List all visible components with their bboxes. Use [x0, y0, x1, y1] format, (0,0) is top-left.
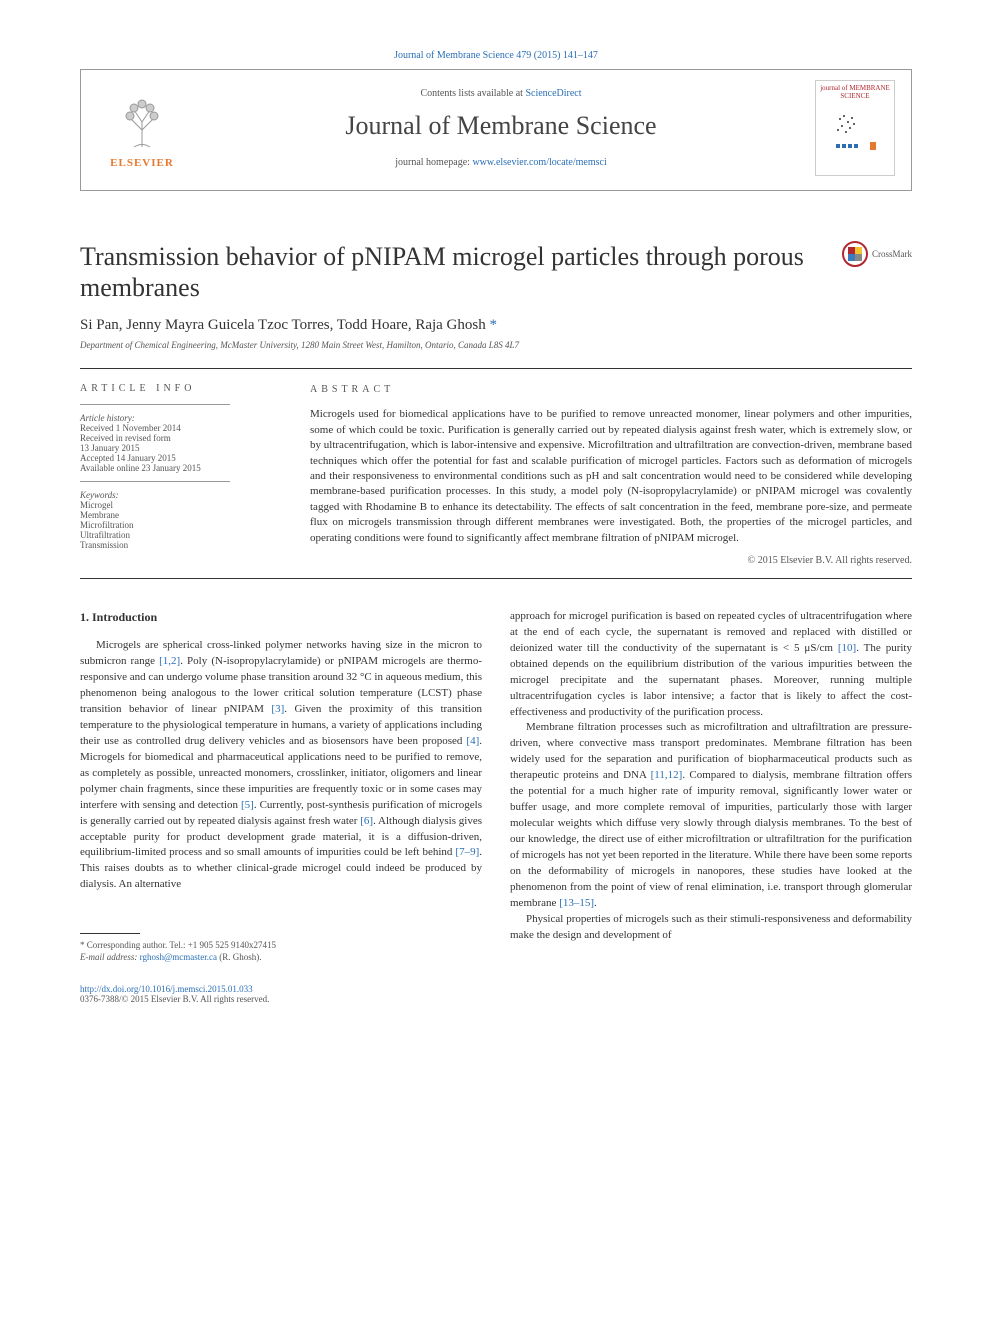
- history-label: Article history:: [80, 413, 280, 423]
- body-columns: 1. Introduction Microgels are spherical …: [80, 609, 912, 964]
- crossmark-icon: [842, 241, 868, 267]
- citation-link[interactable]: [11,12]: [651, 769, 683, 781]
- body-paragraph: approach for microgel purification is ba…: [510, 609, 912, 721]
- journal-name: Journal of Membrane Science: [197, 111, 805, 141]
- authors: Si Pan, Jenny Mayra Guicela Tzoc Torres,…: [80, 317, 912, 334]
- email-link[interactable]: rghosh@mcmaster.ca: [140, 952, 217, 962]
- body-text: Physical properties of microgels such as…: [510, 913, 912, 941]
- sciencedirect-link[interactable]: ScienceDirect: [525, 88, 581, 99]
- keyword: Transmission: [80, 540, 280, 550]
- body-text: .: [594, 897, 597, 909]
- rule-top: [80, 368, 912, 369]
- corr-author-line: * Corresponding author. Tel.: +1 905 525…: [80, 940, 482, 952]
- email-label: E-mail address:: [80, 952, 140, 962]
- history-line: Accepted 14 January 2015: [80, 453, 280, 463]
- keywords-label: Keywords:: [80, 490, 280, 500]
- citation-link[interactable]: [1,2]: [159, 655, 180, 667]
- keyword: Microgel: [80, 500, 280, 510]
- body-paragraph: Physical properties of microgels such as…: [510, 912, 912, 944]
- abstract-heading: ABSTRACT: [310, 383, 912, 397]
- history-line: 13 January 2015: [80, 443, 280, 453]
- publisher-logo: ELSEVIER: [97, 87, 187, 169]
- corresponding-footnote: * Corresponding author. Tel.: +1 905 525…: [80, 940, 482, 963]
- keyword: Ultrafiltration: [80, 530, 280, 540]
- body-column-right: approach for microgel purification is ba…: [510, 609, 912, 964]
- info-heading: ARTICLE INFO: [80, 383, 280, 394]
- cover-graphic-icon: [830, 104, 880, 156]
- contents-line: Contents lists available at ScienceDirec…: [197, 88, 805, 99]
- history-line: Available online 23 January 2015: [80, 463, 280, 473]
- email-suffix: (R. Ghosh).: [217, 952, 262, 962]
- info-rule-1: [80, 404, 230, 405]
- abstract: ABSTRACT Microgels used for biomedical a…: [310, 383, 912, 568]
- doi-link[interactable]: http://dx.doi.org/10.1016/j.memsci.2015.…: [80, 984, 253, 994]
- elsevier-tree-icon: [107, 87, 177, 157]
- citation-link[interactable]: [7–9]: [455, 846, 479, 858]
- body-paragraph: Microgels are spherical cross-linked pol…: [80, 638, 482, 893]
- history-line: Received 1 November 2014: [80, 423, 280, 433]
- article-title: Transmission behavior of pNIPAM microgel…: [80, 241, 822, 303]
- cover-title: journal of MEMBRANE SCIENCE: [820, 85, 890, 100]
- header-center: Contents lists available at ScienceDirec…: [197, 88, 805, 168]
- contents-prefix: Contents lists available at: [420, 88, 525, 99]
- abstract-text: Microgels used for biomedical applicatio…: [310, 407, 912, 546]
- homepage-link[interactable]: www.elsevier.com/locate/memsci: [472, 157, 606, 168]
- keyword: Membrane: [80, 510, 280, 520]
- footnote-rule: [80, 933, 140, 934]
- body-paragraph: Membrane filtration processes such as mi…: [510, 720, 912, 911]
- citation-link[interactable]: [4]: [466, 735, 479, 747]
- citation-link[interactable]: [5]: [241, 799, 254, 811]
- author-list: Si Pan, Jenny Mayra Guicela Tzoc Torres,…: [80, 317, 486, 333]
- article-info: ARTICLE INFO Article history: Received 1…: [80, 383, 280, 568]
- publisher-name: ELSEVIER: [110, 157, 174, 169]
- citation-link[interactable]: [3]: [271, 703, 284, 715]
- rule-bottom: [80, 578, 912, 579]
- body-text: . Compared to dialysis, membrane filtrat…: [510, 769, 912, 909]
- citation-link[interactable]: [13–15]: [559, 897, 594, 909]
- history-line: Received in revised form: [80, 433, 280, 443]
- section-heading: 1. Introduction: [80, 609, 482, 626]
- abstract-copyright: © 2015 Elsevier B.V. All rights reserved…: [310, 554, 912, 568]
- crossmark-label: CrossMark: [872, 249, 912, 259]
- issn-copyright: 0376-7388/© 2015 Elsevier B.V. All right…: [80, 994, 912, 1004]
- keyword: Microfiltration: [80, 520, 280, 530]
- body-column-left: 1. Introduction Microgels are spherical …: [80, 609, 482, 964]
- affiliation: Department of Chemical Engineering, McMa…: [80, 340, 912, 350]
- doi-block: http://dx.doi.org/10.1016/j.memsci.2015.…: [80, 984, 912, 1004]
- info-rule-2: [80, 481, 230, 482]
- citation-link[interactable]: [6]: [360, 815, 373, 827]
- crossmark-badge[interactable]: CrossMark: [842, 241, 912, 267]
- homepage-prefix: journal homepage:: [395, 157, 472, 168]
- journal-cover-thumbnail: journal of MEMBRANE SCIENCE: [815, 80, 895, 176]
- homepage-line: journal homepage: www.elsevier.com/locat…: [197, 157, 805, 168]
- corresponding-mark[interactable]: *: [489, 317, 497, 333]
- top-citation-link[interactable]: Journal of Membrane Science 479 (2015) 1…: [394, 50, 598, 61]
- citation-link[interactable]: [10]: [838, 642, 856, 654]
- journal-header: ELSEVIER Contents lists available at Sci…: [80, 69, 912, 191]
- top-citation: Journal of Membrane Science 479 (2015) 1…: [80, 50, 912, 61]
